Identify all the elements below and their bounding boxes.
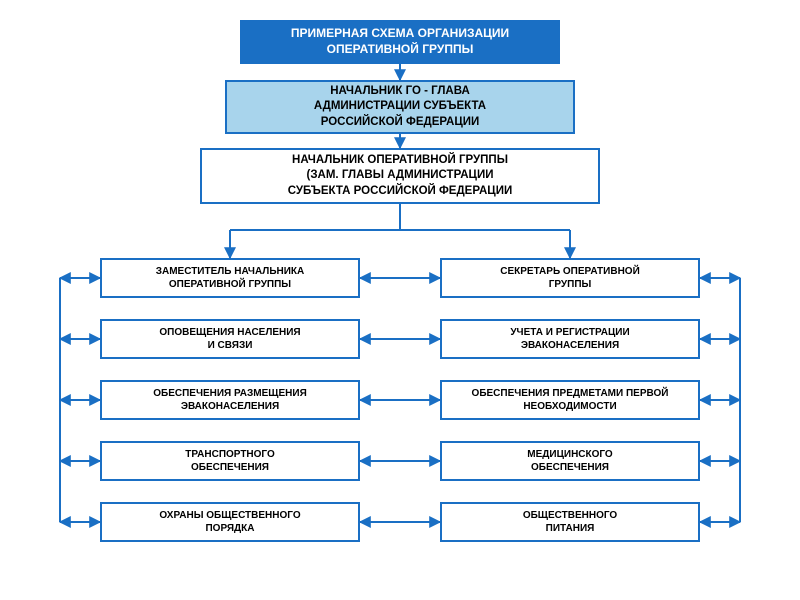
left-box-4-label: ОХРАНЫ ОБЩЕСТВЕННОГОПОРЯДКА [159,509,300,535]
right-box-3-label: МЕДИЦИНСКОГООБЕСПЕЧЕНИЯ [527,448,612,474]
title-box: ПРИМЕРНАЯ СХЕМА ОРГАНИЗАЦИИОПЕРАТИВНОЙ Г… [240,20,560,64]
left-box-3-label: ТРАНСПОРТНОГООБЕСПЕЧЕНИЯ [185,448,275,474]
left-box-3: ТРАНСПОРТНОГООБЕСПЕЧЕНИЯ [100,441,360,481]
right-box-0-label: СЕКРЕТАРЬ ОПЕРАТИВНОЙГРУППЫ [500,265,640,291]
title-text: ПРИМЕРНАЯ СХЕМА ОРГАНИЗАЦИИОПЕРАТИВНОЙ Г… [291,26,509,57]
right-box-1: УЧЕТА И РЕГИСТРАЦИИЭВАКОНАСЕЛЕНИЯ [440,319,700,359]
left-box-0: ЗАМЕСТИТЕЛЬ НАЧАЛЬНИКАОПЕРАТИВНОЙ ГРУППЫ [100,258,360,298]
right-box-4: ОБЩЕСТВЕННОГОПИТАНИЯ [440,502,700,542]
subhead-box: НАЧАЛЬНИК ОПЕРАТИВНОЙ ГРУППЫ(ЗАМ. ГЛАВЫ … [200,148,600,204]
left-box-2: ОБЕСПЕЧЕНИЯ РАЗМЕЩЕНИЯЭВАКОНАСЕЛЕНИЯ [100,380,360,420]
left-box-0-label: ЗАМЕСТИТЕЛЬ НАЧАЛЬНИКАОПЕРАТИВНОЙ ГРУППЫ [156,265,305,291]
head-box: НАЧАЛЬНИК ГО - ГЛАВААДМИНИСТРАЦИИ СУБЪЕК… [225,80,575,134]
right-box-1-label: УЧЕТА И РЕГИСТРАЦИИЭВАКОНАСЕЛЕНИЯ [510,326,629,352]
right-box-2-label: ОБЕСПЕЧЕНИЯ ПРЕДМЕТАМИ ПЕРВОЙНЕОБХОДИМОС… [472,387,669,413]
right-box-0: СЕКРЕТАРЬ ОПЕРАТИВНОЙГРУППЫ [440,258,700,298]
right-box-2: ОБЕСПЕЧЕНИЯ ПРЕДМЕТАМИ ПЕРВОЙНЕОБХОДИМОС… [440,380,700,420]
left-box-2-label: ОБЕСПЕЧЕНИЯ РАЗМЕЩЕНИЯЭВАКОНАСЕЛЕНИЯ [153,387,307,413]
left-box-1: ОПОВЕЩЕНИЯ НАСЕЛЕНИЯИ СВЯЗИ [100,319,360,359]
left-box-4: ОХРАНЫ ОБЩЕСТВЕННОГОПОРЯДКА [100,502,360,542]
subhead-text: НАЧАЛЬНИК ОПЕРАТИВНОЙ ГРУППЫ(ЗАМ. ГЛАВЫ … [288,153,513,200]
right-box-4-label: ОБЩЕСТВЕННОГОПИТАНИЯ [523,509,617,535]
left-box-1-label: ОПОВЕЩЕНИЯ НАСЕЛЕНИЯИ СВЯЗИ [159,326,300,352]
head-text: НАЧАЛЬНИК ГО - ГЛАВААДМИНИСТРАЦИИ СУБЪЕК… [314,84,486,131]
right-box-3: МЕДИЦИНСКОГООБЕСПЕЧЕНИЯ [440,441,700,481]
